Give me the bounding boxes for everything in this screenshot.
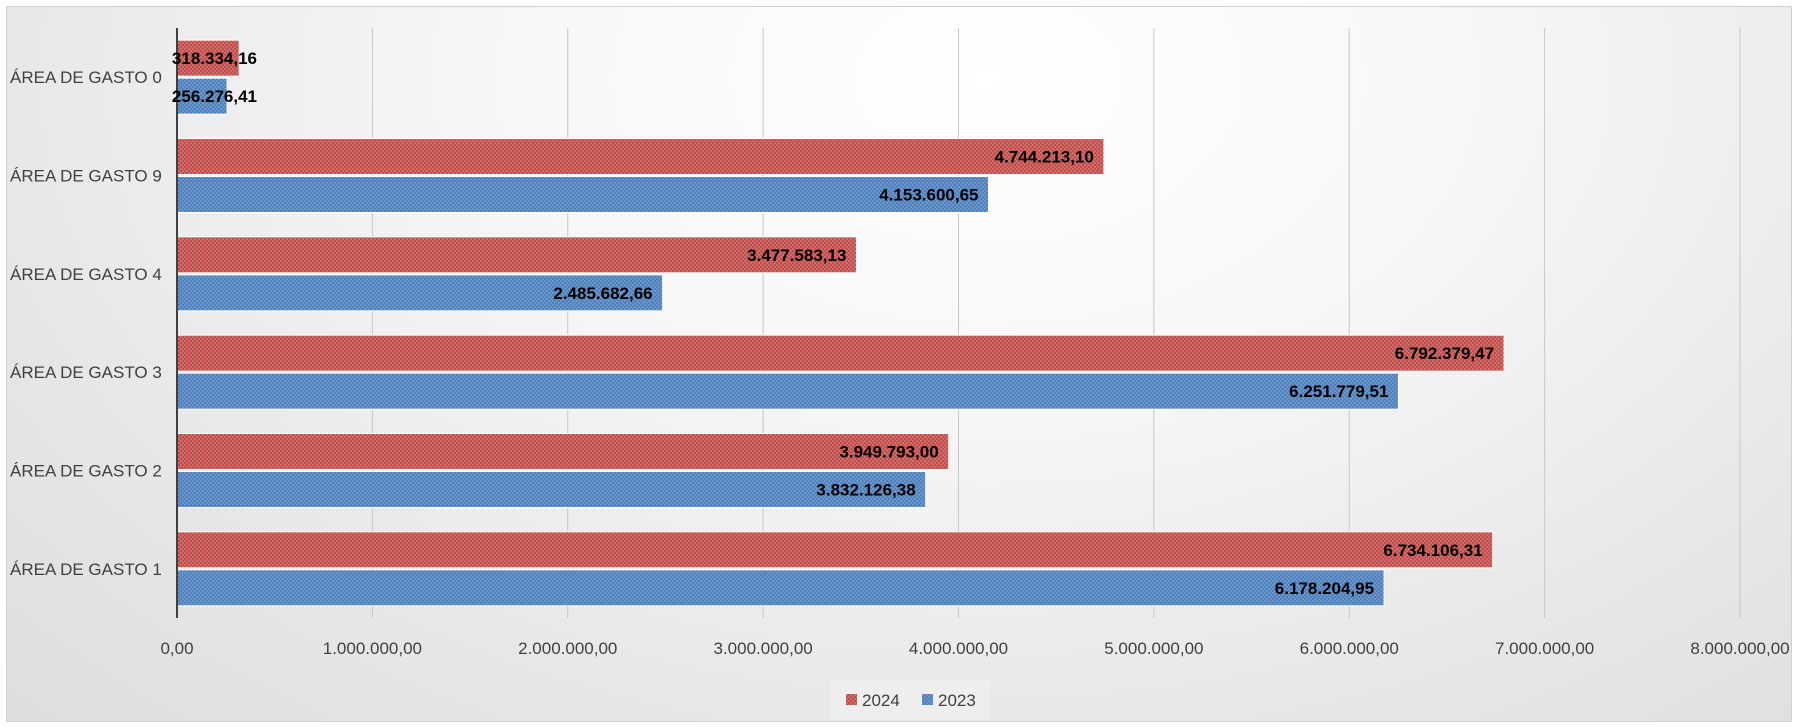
legend-label: 2024 [862,691,900,710]
data-label: 4.744.213,10 [995,148,1094,167]
category-label: ÁREA DE GASTO 9 [10,167,162,186]
bar-2023 [176,471,927,508]
x-tick-label: 5.000.000,00 [1104,639,1203,658]
data-label: 2.485.682,66 [553,284,652,303]
data-label: 6.251.779,51 [1289,382,1388,401]
data-label: 256.276,41 [172,87,257,106]
bar-2024 [176,531,1494,569]
data-label: 318.334,16 [172,49,257,68]
bar-2023 [176,569,1385,607]
legend-label: 2023 [938,691,976,710]
data-label: 3.949.793,00 [839,443,938,462]
bar-2024 [176,138,1105,175]
x-tick-label: 6.000.000,00 [1300,639,1399,658]
gridlines [371,28,1741,618]
x-tick-label: 4.000.000,00 [909,639,1008,658]
bar-2023 [176,274,664,312]
bar-2023 [176,372,1399,410]
x-tick-label: 3.000.000,00 [713,639,812,658]
x-tick-label: 8.000.000,00 [1690,639,1789,658]
category-label: ÁREA DE GASTO 2 [10,462,162,481]
bar-2024 [176,236,857,274]
labels: 0,00 1.000.000,00 2.000.000,00 3.000.000,00… [10,49,1790,658]
x-tick-label: 7.000.000,00 [1495,639,1594,658]
x-tick-label: 1.000.000,00 [323,639,422,658]
data-label: 4.153.600,65 [879,186,978,205]
data-label: 3.832.126,38 [816,481,915,500]
x-tick-label: 0,00 [160,639,193,658]
category-label: ÁREA DE GASTO 0 [10,68,162,87]
legend: 2024 2023 [830,680,990,720]
bar-2023 [176,176,990,213]
data-label: 3.477.583,13 [747,246,846,265]
category-label: ÁREA DE GASTO 1 [10,560,162,579]
bars [176,39,1505,607]
bar-2024 [176,39,240,77]
legend-swatch [846,694,857,705]
x-tick-label: 2.000.000,00 [518,639,617,658]
bar-2024 [176,433,950,470]
data-label: 6.178.204,95 [1275,579,1374,598]
category-label: ÁREA DE GASTO 3 [10,363,162,382]
bar-2023 [176,77,228,115]
category-label: ÁREA DE GASTO 4 [10,265,162,284]
data-label: 6.792.379,47 [1395,344,1494,363]
data-label: 6.734.106,31 [1383,541,1482,560]
bar-2024 [176,334,1505,372]
legend-swatch [922,694,933,705]
